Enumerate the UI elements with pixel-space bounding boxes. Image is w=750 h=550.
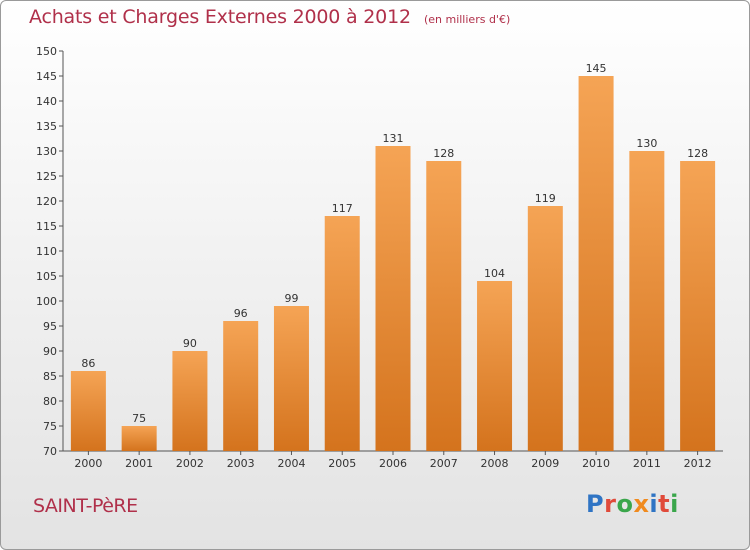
logo-letter: i (670, 490, 679, 518)
value-label-2002: 90 (183, 337, 197, 350)
y-tick-label: 85 (43, 370, 57, 383)
y-tick-label: 100 (36, 295, 57, 308)
bar-2003 (223, 321, 259, 451)
x-tick-label-2011: 2011 (633, 457, 661, 470)
value-label-2011: 130 (636, 137, 657, 150)
value-labels: 86 75 90 96 99 117 131 128 104 119 145 130 128 (81, 62, 708, 425)
y-tick-label: 105 (36, 270, 57, 283)
bar-2009 (527, 206, 563, 451)
x-tick-label-2003: 2003 (227, 457, 255, 470)
y-tick-label: 150 (36, 45, 57, 58)
x-tick-label-2007: 2007 (430, 457, 458, 470)
x-tick-label-2000: 2000 (74, 457, 102, 470)
value-label-2006: 131 (383, 132, 404, 145)
bar-2012 (680, 161, 716, 451)
y-tick-label: 145 (36, 70, 57, 83)
title-row: Achats et Charges Externes 2000 à 2012 (… (29, 6, 510, 28)
y-tick-label: 130 (36, 145, 57, 158)
logo-letter: x (633, 490, 650, 518)
x-tick-label-2010: 2010 (582, 457, 610, 470)
value-label-2009: 119 (535, 192, 556, 205)
value-label-2008: 104 (484, 267, 505, 280)
value-label-2000: 86 (81, 357, 95, 370)
logo-letter: i (649, 490, 659, 518)
y-tick-label: 80 (43, 395, 57, 408)
value-label-2004: 99 (284, 292, 298, 305)
chart-subtitle: (en milliers d'€) (423, 13, 511, 26)
bar-2000 (70, 371, 106, 451)
value-label-2003: 96 (234, 307, 248, 320)
x-tick-label-2006: 2006 (379, 457, 407, 470)
bar-2004 (273, 306, 309, 451)
y-tick-label: 110 (36, 245, 57, 258)
y-tick-label: 120 (36, 195, 57, 208)
logo-letter: t (658, 490, 671, 518)
bar-2006 (375, 146, 411, 451)
proxiti-logo: Proxiti (586, 490, 679, 518)
y-tick-label: 95 (43, 320, 57, 333)
value-label-2007: 128 (433, 147, 454, 160)
y-tick-label: 115 (36, 220, 57, 233)
y-tick-label: 70 (43, 445, 57, 458)
x-tick-label-2001: 2001 (125, 457, 153, 470)
logo-letter: P (586, 490, 605, 518)
x-tick-label-2005: 2005 (328, 457, 356, 470)
commune-name: SAINT-PèRE (33, 495, 138, 517)
value-label-2012: 128 (687, 147, 708, 160)
bar-2002 (172, 351, 208, 451)
bar-2007 (426, 161, 462, 451)
value-label-2005: 117 (332, 202, 353, 215)
logo-letter: o (616, 490, 634, 518)
y-tick-label: 75 (43, 420, 57, 433)
bar-2010 (578, 76, 614, 451)
bar-2001 (121, 426, 157, 451)
x-tick-label-2004: 2004 (277, 457, 305, 470)
logo-letter: r (604, 490, 617, 518)
x-tick-label-2009: 2009 (531, 457, 559, 470)
y-tick-label: 90 (43, 345, 57, 358)
value-label-2010: 145 (586, 62, 607, 75)
y-tick-label: 140 (36, 95, 57, 108)
chart-title: Achats et Charges Externes 2000 à 2012 (29, 6, 411, 28)
bar-2005 (324, 216, 360, 451)
x-tick-label-2002: 2002 (176, 457, 204, 470)
bars (70, 76, 716, 451)
value-label-2001: 75 (132, 412, 146, 425)
y-tick-label: 125 (36, 170, 57, 183)
x-tick-label-2012: 2012 (684, 457, 712, 470)
bar-2008 (477, 281, 513, 451)
bar-2011 (629, 151, 665, 451)
x-tick-label-2008: 2008 (481, 457, 509, 470)
y-tick-label: 135 (36, 120, 57, 133)
